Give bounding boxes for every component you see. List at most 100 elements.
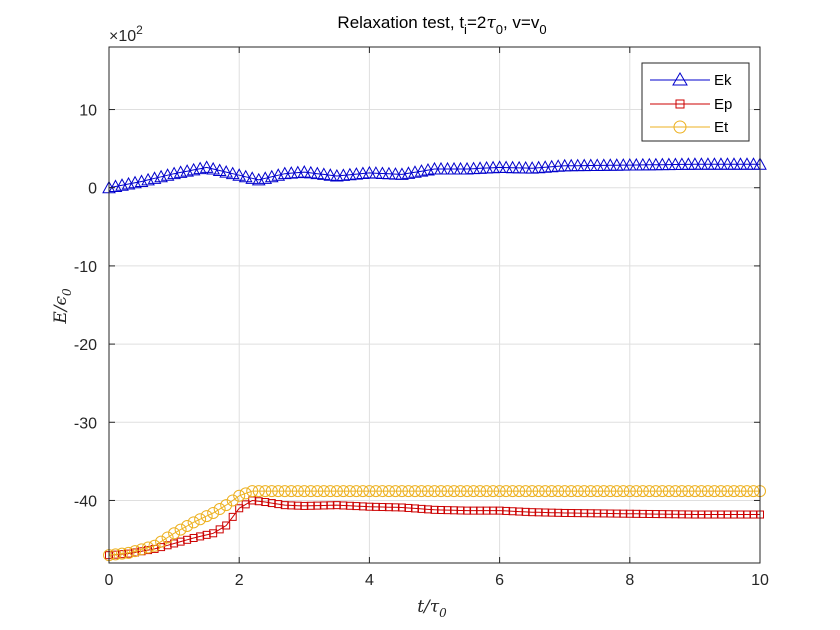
data-point-et — [324, 485, 337, 498]
data-point-et — [168, 527, 181, 540]
data-point-ek — [212, 163, 227, 177]
title-part-2: =2 — [467, 13, 486, 32]
data-point-et — [669, 485, 682, 498]
data-point-et — [233, 489, 246, 502]
data-point-et — [285, 485, 298, 498]
data-point-et — [675, 485, 688, 498]
data-point-et — [578, 485, 591, 498]
y-tick-label: -30 — [74, 415, 97, 432]
data-point-ek — [375, 166, 390, 179]
data-point-ek — [303, 165, 318, 179]
data-point-et — [220, 499, 233, 512]
data-point-et — [116, 547, 129, 560]
data-point-et — [109, 548, 122, 561]
data-point-et — [161, 531, 174, 544]
data-point-et — [552, 485, 565, 498]
data-point-et — [187, 516, 200, 529]
data-point-et — [701, 485, 714, 498]
data-point-ek — [388, 167, 403, 180]
data-point-et — [740, 485, 753, 498]
data-point-ep — [228, 512, 237, 521]
data-point-et — [558, 485, 571, 498]
data-point-et — [122, 546, 135, 559]
data-point-et — [265, 485, 278, 498]
data-point-ek — [323, 168, 338, 181]
y-tick-label: -20 — [74, 337, 97, 354]
data-point-et — [714, 485, 727, 498]
data-point-et — [597, 485, 610, 498]
title-part-1: Relaxation test, t — [337, 13, 464, 32]
data-point-et — [252, 485, 265, 498]
data-point-et — [148, 539, 161, 552]
x-tick-label: 0 — [105, 572, 114, 589]
legend-label-ep: Ep — [714, 96, 732, 113]
data-point-et — [181, 519, 194, 532]
x-axis-label: t/τ0 — [417, 597, 447, 620]
data-point-ek — [492, 160, 507, 173]
data-point-ep — [222, 521, 231, 530]
x-tick-label: 10 — [751, 572, 769, 589]
data-point-ek — [382, 166, 396, 180]
x-axis-label-sub: 0 — [439, 606, 447, 620]
series-ep — [105, 496, 764, 560]
data-point-et — [343, 485, 356, 498]
data-point-et — [532, 485, 545, 498]
data-point-et — [493, 485, 506, 498]
data-point-et — [682, 485, 695, 498]
data-point-et — [435, 485, 448, 498]
data-point-et — [565, 485, 578, 498]
x-tick-label: 2 — [235, 572, 244, 589]
data-point-et — [356, 485, 369, 498]
data-point-et — [402, 485, 415, 498]
data-point-et — [291, 485, 304, 498]
data-point-et — [591, 485, 604, 498]
data-point-et — [382, 485, 395, 498]
data-point-et — [239, 487, 252, 500]
legend-box — [641, 62, 750, 142]
legend-label-et: Et — [714, 119, 729, 136]
data-point-et — [415, 485, 428, 498]
data-point-et — [278, 485, 291, 498]
data-point-et — [649, 485, 662, 498]
data-point-et — [734, 485, 747, 498]
y-axis-label-main: E/ϵ — [51, 296, 71, 325]
data-point-et — [213, 503, 226, 516]
title-sub-i: i — [464, 22, 467, 37]
legend-label-ek: Ek — [714, 72, 732, 89]
legend-marker-et — [673, 120, 687, 134]
x-tick-label: 6 — [495, 572, 504, 589]
data-point-et — [747, 485, 760, 498]
data-point-et — [487, 485, 500, 498]
y-tick-label: 10 — [79, 103, 97, 120]
data-point-et — [330, 485, 343, 498]
data-point-et — [200, 510, 213, 523]
y-tick-label: 0 — [88, 181, 97, 198]
series-ek — [102, 157, 767, 194]
data-point-et — [519, 485, 532, 498]
data-point-ek — [369, 166, 383, 179]
data-point-et — [545, 485, 558, 498]
title-sub-0a: 0 — [496, 22, 503, 37]
data-point-et — [142, 541, 155, 554]
y-exponent: ×102 — [109, 23, 143, 45]
data-point-et — [298, 485, 311, 498]
data-point-et — [317, 485, 330, 498]
data-point-et — [389, 485, 402, 498]
data-point-et — [376, 485, 389, 498]
data-point-et — [428, 485, 441, 498]
data-point-et — [643, 485, 656, 498]
data-point-et — [695, 485, 708, 498]
legend: Ek Ep Et — [641, 62, 750, 142]
data-point-ek — [225, 166, 240, 180]
data-point-et — [454, 485, 467, 498]
data-point-ek — [316, 167, 331, 180]
data-point-ek — [499, 160, 513, 174]
data-point-et — [727, 485, 740, 498]
data-point-ek — [297, 165, 312, 178]
data-point-et — [610, 485, 623, 498]
legend-marker-ep — [675, 99, 685, 109]
y-axis-label-sub: 0 — [60, 288, 74, 296]
title-sub-0b: 0 — [539, 22, 546, 37]
data-point-et — [721, 485, 734, 498]
